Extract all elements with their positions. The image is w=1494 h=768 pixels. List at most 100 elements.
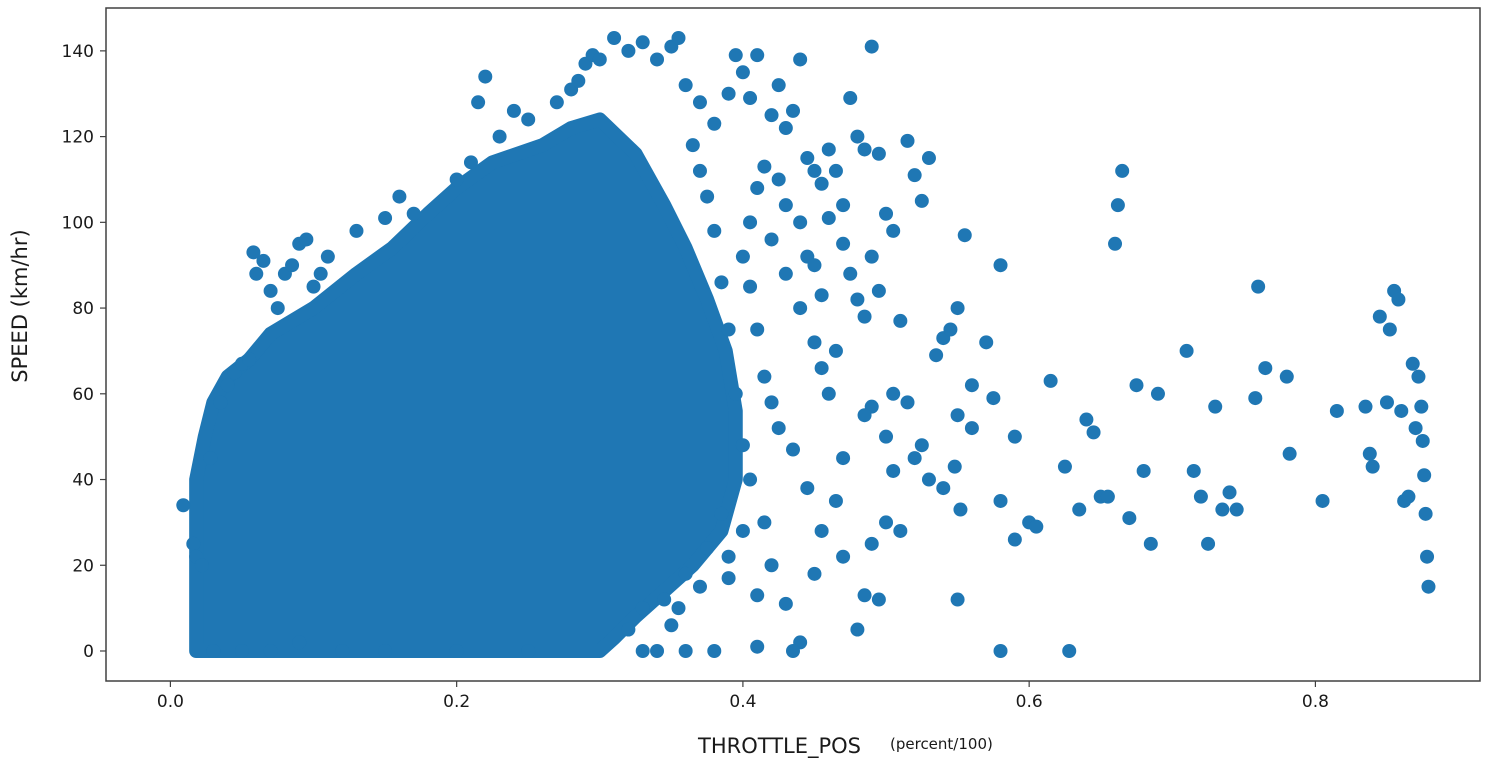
scatter-point xyxy=(1420,549,1435,564)
scatter-point xyxy=(886,463,901,478)
scatter-point xyxy=(463,155,478,170)
scatter-point xyxy=(807,566,822,581)
scatter-point xyxy=(721,86,736,101)
scatter-point xyxy=(1229,502,1244,517)
scatter-point xyxy=(194,558,209,573)
scatter-point xyxy=(692,579,707,594)
scatter-point xyxy=(714,275,729,290)
scatter-point xyxy=(349,223,364,238)
scatter-point xyxy=(306,279,321,294)
scatter-point xyxy=(921,151,936,166)
scatter-point xyxy=(850,292,865,307)
scatter-point xyxy=(1136,463,1151,478)
scatter-point xyxy=(1029,519,1044,534)
x-axis-label: THROTTLE_POS xyxy=(697,734,861,759)
scatter-point xyxy=(263,643,278,658)
scatter-point xyxy=(1382,322,1397,337)
scatter-point xyxy=(1405,356,1420,371)
scatter-point xyxy=(1258,361,1273,376)
scatter-point xyxy=(1057,459,1072,474)
scatter-point xyxy=(700,189,715,204)
scatter-point xyxy=(714,506,729,521)
y-tick-label: 120 xyxy=(62,128,94,148)
scatter-point xyxy=(764,108,779,123)
scatter-point xyxy=(299,232,314,247)
scatter-point xyxy=(743,279,758,294)
scatter-point xyxy=(778,198,793,213)
scatter-point xyxy=(1062,643,1077,658)
scatter-point xyxy=(1201,536,1216,551)
scatter-point xyxy=(893,313,908,328)
scatter-point xyxy=(1179,343,1194,358)
scatter-point xyxy=(176,498,191,513)
scatter-point xyxy=(621,43,636,58)
scatter-point xyxy=(814,523,829,538)
scatter-point xyxy=(692,163,707,178)
x-tick-label: 0.2 xyxy=(443,692,470,712)
scatter-point xyxy=(313,266,328,281)
scatter-point xyxy=(635,35,650,50)
scatter-point xyxy=(907,451,922,466)
scatter-point xyxy=(800,151,815,166)
scatter-point xyxy=(807,258,822,273)
scatter-point xyxy=(664,618,679,633)
scatter-point xyxy=(1072,502,1087,517)
scatter-point xyxy=(850,622,865,637)
scatter-point xyxy=(807,335,822,350)
scatter-point xyxy=(1415,433,1430,448)
scatter-point xyxy=(521,643,536,658)
scatter-point xyxy=(1391,292,1406,307)
scatter-point xyxy=(707,223,722,238)
scatter-point xyxy=(270,301,285,316)
scatter-point xyxy=(743,215,758,230)
scatter-point xyxy=(1401,489,1416,504)
scatter-point xyxy=(1248,391,1263,406)
scatter-point xyxy=(836,451,851,466)
scatter-point xyxy=(857,142,872,157)
scatter-point xyxy=(786,103,800,118)
scatter-point xyxy=(964,378,979,393)
scatter-point xyxy=(1251,279,1266,294)
scatter-point xyxy=(1208,399,1223,414)
x-axis-unit: (percent/100) xyxy=(890,735,993,753)
scatter-point xyxy=(979,335,994,350)
scatter-point xyxy=(750,48,765,63)
scatter-point xyxy=(879,206,894,221)
scatter-point xyxy=(950,408,965,423)
scatter-point xyxy=(871,283,886,298)
scatter-point xyxy=(914,193,929,208)
scatter-point xyxy=(1115,163,1130,178)
scatter-point xyxy=(186,536,201,551)
scatter-point xyxy=(993,258,1008,273)
scatter-point xyxy=(549,95,564,110)
y-tick-label: 100 xyxy=(62,213,94,233)
scatter-point xyxy=(750,639,765,654)
scatter-point xyxy=(743,91,758,106)
x-tick-label: 0.6 xyxy=(1016,692,1043,712)
scatter-point xyxy=(857,309,872,324)
scatter-point xyxy=(879,515,894,530)
scatter-point xyxy=(828,343,843,358)
scatter-point xyxy=(843,266,858,281)
scatter-point xyxy=(893,523,908,538)
scatter-point xyxy=(700,541,715,556)
scatter-point xyxy=(1043,373,1058,388)
scatter-point xyxy=(1315,493,1330,508)
scatter-point xyxy=(814,288,829,303)
scatter-point xyxy=(879,429,894,444)
scatter-point xyxy=(213,395,228,410)
scatter-point xyxy=(793,52,808,67)
scatter-point xyxy=(449,172,464,187)
scatter-point xyxy=(993,643,1008,658)
scatter-point xyxy=(671,31,686,46)
scatter-point xyxy=(506,103,521,118)
scatter-point xyxy=(392,189,407,204)
scatter-point xyxy=(635,643,650,658)
scatter-point xyxy=(650,52,665,67)
scatter-point xyxy=(707,116,722,131)
scatter-point xyxy=(1418,506,1433,521)
x-tick-label: 0.0 xyxy=(157,692,184,712)
scatter-point xyxy=(864,249,879,264)
x-tick-label: 0.8 xyxy=(1302,692,1329,712)
